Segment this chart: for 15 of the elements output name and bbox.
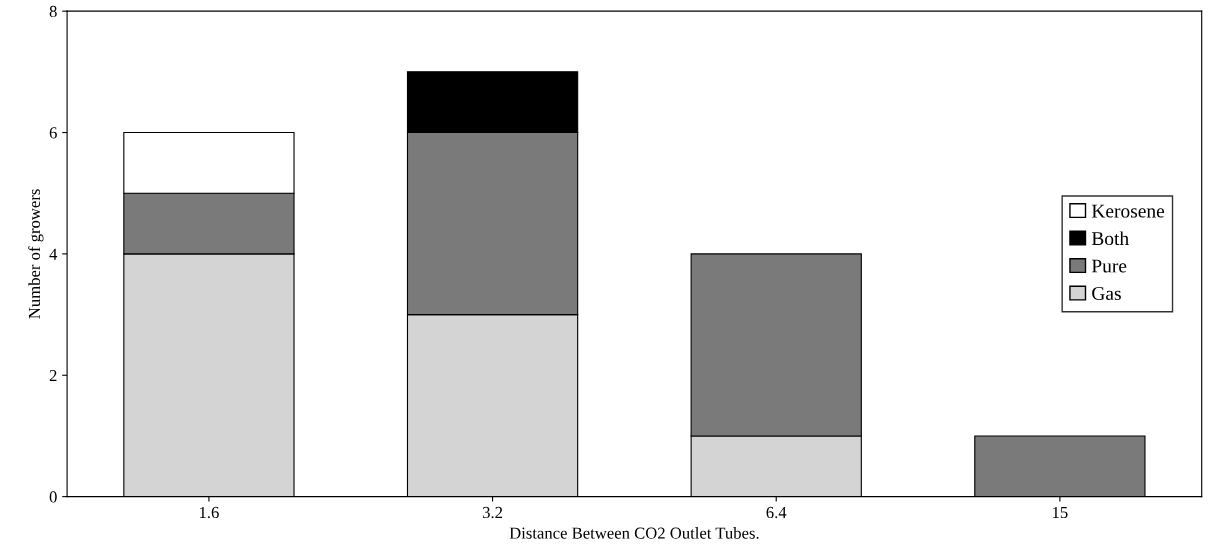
- x-tick-label: 1.6: [199, 506, 219, 519]
- x-tick-label: 6.4: [766, 506, 787, 519]
- y-tick-label: 2: [49, 370, 57, 382]
- legend-label: Pure: [1091, 259, 1127, 273]
- y-tick-label: 8: [49, 5, 57, 18]
- legend-label: Gas: [1092, 286, 1121, 301]
- y-tick-label: 0: [49, 491, 57, 503]
- y-tick-label: 4: [49, 248, 58, 260]
- x-tick-label: 3.2: [482, 506, 503, 519]
- legend-label: Kerosene: [1091, 204, 1165, 218]
- legend-label: Both: [1091, 231, 1129, 246]
- y-tick-label: 6: [49, 127, 57, 139]
- y-axis-title: Number of growers: [28, 189, 44, 319]
- x-tick-label: 15: [1053, 506, 1068, 519]
- x-axis-title: Distance Between CO2 Outlet Tubes.: [509, 527, 759, 539]
